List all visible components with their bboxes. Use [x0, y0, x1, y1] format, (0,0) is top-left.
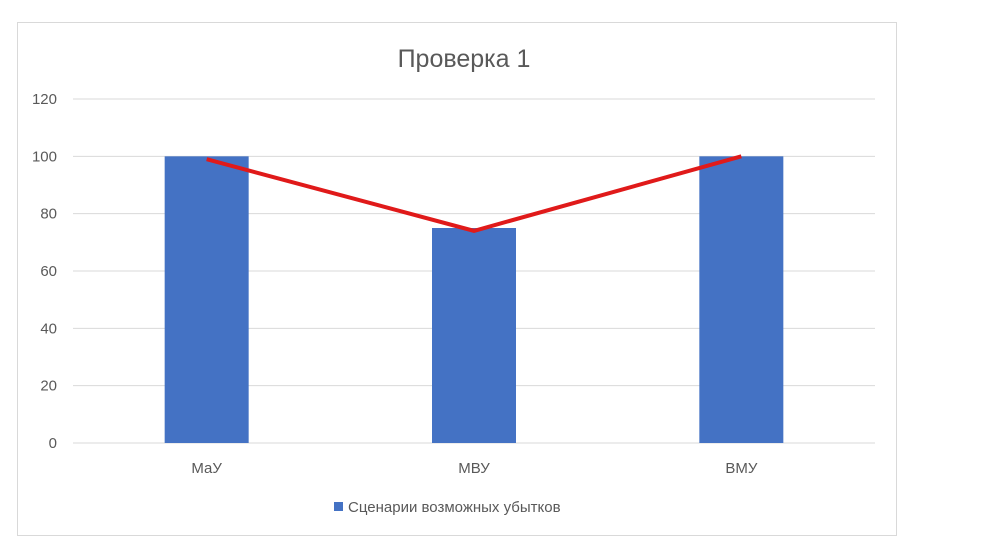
y-tick-label: 40 — [40, 320, 57, 337]
chart-svg: Проверка 1 0 20 40 60 80 100 120 МаУ МВУ ВМУ Сце… — [32, 45, 875, 516]
bar-1 — [432, 228, 516, 443]
y-tick-label: 0 — [49, 435, 57, 452]
y-tick-label: 80 — [40, 206, 57, 223]
line-series — [206, 154, 742, 233]
y-tick-label: 60 — [40, 263, 57, 280]
bar-0 — [164, 156, 249, 444]
y-tick-label: 120 — [32, 91, 57, 108]
x-tick-label: МВУ — [458, 460, 490, 477]
chart-area: Проверка 1 0 20 40 60 80 100 120 МаУ МВУ ВМУ Сце… — [17, 22, 897, 536]
y-tick-label: 100 — [32, 148, 57, 165]
bar-2 — [699, 156, 784, 444]
x-axis-ticks: МаУ МВУ ВМУ — [191, 460, 757, 477]
legend-label: Сценарии возможных убытков — [348, 499, 561, 516]
series-line — [206, 154, 742, 233]
legend: Сценарии возможных убытков — [334, 499, 561, 516]
bars — [164, 156, 784, 444]
legend-swatch — [334, 502, 343, 511]
x-tick-label: ВМУ — [725, 460, 758, 477]
y-tick-label: 20 — [40, 378, 57, 395]
x-tick-label: МаУ — [191, 460, 222, 477]
y-axis-ticks: 0 20 40 60 80 100 120 — [32, 91, 57, 452]
chart-title: Проверка 1 — [398, 45, 531, 73]
